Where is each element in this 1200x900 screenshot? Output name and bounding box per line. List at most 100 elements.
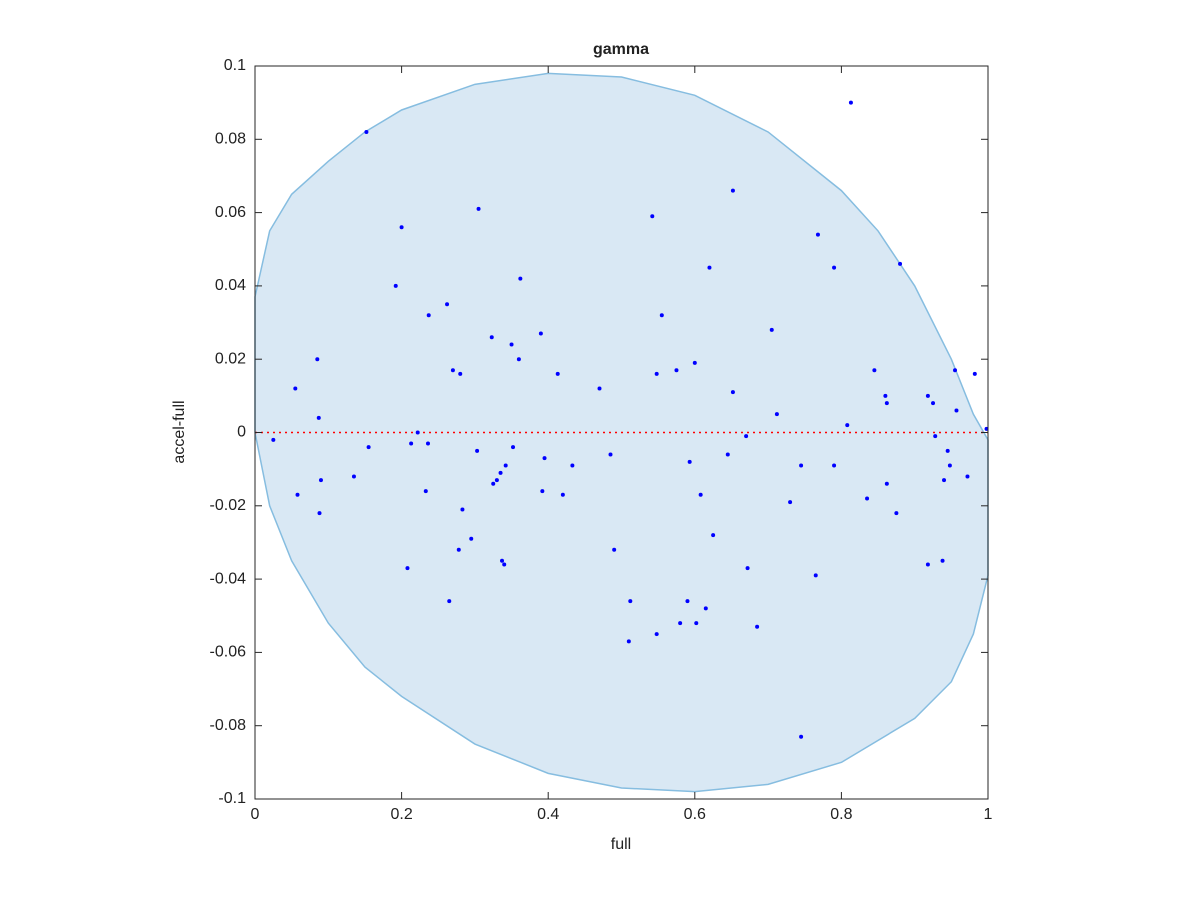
point xyxy=(711,533,716,538)
point xyxy=(945,448,950,453)
point xyxy=(498,470,503,475)
point xyxy=(570,463,575,468)
point xyxy=(685,599,690,604)
point xyxy=(469,536,474,541)
point xyxy=(815,232,820,237)
point xyxy=(456,547,461,552)
x-tick-label: 0.4 xyxy=(537,806,559,823)
point xyxy=(931,401,936,406)
point xyxy=(538,331,543,336)
point xyxy=(626,639,631,644)
y-tick-label: 0.02 xyxy=(215,350,246,367)
point xyxy=(730,390,735,395)
x-tick-label: 0.6 xyxy=(684,806,706,823)
point xyxy=(942,478,947,483)
point xyxy=(393,283,398,288)
point xyxy=(423,489,428,494)
point xyxy=(755,624,760,629)
point xyxy=(745,566,750,571)
point xyxy=(491,481,496,486)
point xyxy=(774,412,779,417)
point xyxy=(612,547,617,552)
point xyxy=(654,632,659,637)
point xyxy=(516,357,521,362)
point xyxy=(687,459,692,464)
point xyxy=(692,360,697,365)
point xyxy=(426,313,431,318)
point xyxy=(415,430,420,435)
point xyxy=(628,599,633,604)
point xyxy=(405,566,410,571)
chart-title: gamma xyxy=(593,41,649,58)
y-tick-label: 0.1 xyxy=(224,57,246,74)
point xyxy=(813,573,818,578)
x-tick-label: 0 xyxy=(251,806,260,823)
point xyxy=(894,511,899,516)
point xyxy=(872,368,877,373)
point xyxy=(698,492,703,497)
y-tick-label: 0.04 xyxy=(215,277,246,294)
y-tick-label: -0.02 xyxy=(210,497,247,514)
point xyxy=(788,500,793,505)
point xyxy=(542,456,547,461)
point xyxy=(965,474,970,479)
point xyxy=(458,371,463,376)
point xyxy=(502,562,507,567)
point xyxy=(845,423,850,428)
point xyxy=(399,225,404,230)
point xyxy=(518,276,523,281)
y-tick-label: 0 xyxy=(237,424,246,441)
point xyxy=(799,463,804,468)
point xyxy=(654,371,659,376)
point xyxy=(703,606,708,611)
y-tick-label: -0.06 xyxy=(210,644,247,661)
y-tick-label: -0.08 xyxy=(210,717,247,734)
point xyxy=(317,511,322,516)
point xyxy=(489,335,494,340)
point xyxy=(293,386,298,391)
point xyxy=(425,441,430,446)
point xyxy=(555,371,560,376)
point xyxy=(954,408,959,413)
point xyxy=(500,558,505,563)
x-tick-label: 0.2 xyxy=(390,806,412,823)
point xyxy=(366,445,371,450)
point xyxy=(925,562,930,567)
x-axis-label: full xyxy=(611,836,631,853)
point xyxy=(509,342,514,347)
point xyxy=(725,452,730,457)
y-tick-label: 0.08 xyxy=(215,131,246,148)
point xyxy=(447,599,452,604)
point xyxy=(315,357,320,362)
point xyxy=(450,368,455,373)
x-tick-label: 0.8 xyxy=(830,806,852,823)
point xyxy=(678,621,683,626)
point xyxy=(503,463,508,468)
point xyxy=(494,478,499,483)
y-tick-label: -0.1 xyxy=(218,790,246,807)
point xyxy=(947,463,952,468)
point xyxy=(460,507,465,512)
point xyxy=(608,452,613,457)
point xyxy=(832,265,837,270)
point xyxy=(271,437,276,442)
point xyxy=(832,463,837,468)
point xyxy=(316,415,321,420)
y-tick-label: 0.06 xyxy=(215,204,246,221)
point xyxy=(475,448,480,453)
point xyxy=(884,401,889,406)
point xyxy=(799,734,804,739)
point xyxy=(445,302,450,307)
y-axis-label: accel-full xyxy=(171,400,188,463)
point xyxy=(674,368,679,373)
point xyxy=(597,386,602,391)
point xyxy=(476,206,481,211)
x-tick-label: 1 xyxy=(984,806,993,823)
point xyxy=(650,214,655,219)
point xyxy=(694,621,699,626)
point xyxy=(318,478,323,483)
point xyxy=(707,265,712,270)
point xyxy=(659,313,664,318)
point xyxy=(933,434,938,439)
